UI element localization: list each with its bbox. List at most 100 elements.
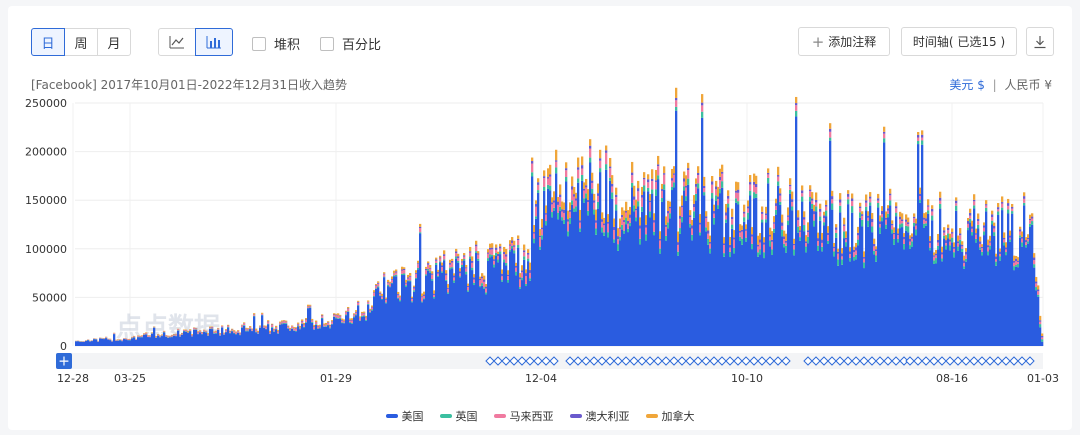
bar-segment — [299, 328, 302, 330]
legend-item[interactable]: 美国 — [385, 408, 424, 424]
add-note-button[interactable]: + 添加注释 — [798, 27, 890, 56]
bar-segment — [977, 224, 980, 229]
bar-segment — [399, 297, 402, 301]
bar-segment — [609, 166, 612, 169]
bar-segment — [981, 246, 984, 249]
bar-segment — [449, 264, 452, 268]
bar-segment — [867, 220, 870, 227]
bar-segment — [1033, 267, 1036, 346]
legend-item[interactable]: 马来西亚 — [493, 408, 554, 424]
bar-segment — [1015, 266, 1018, 346]
percent-checkbox[interactable]: 百分比 — [320, 34, 381, 53]
bar-segment — [503, 262, 506, 346]
timeline-button[interactable]: 时间轴( 已选15 ) — [901, 27, 1017, 56]
legend-item[interactable]: 加拿大 — [645, 408, 695, 424]
period-day-button[interactable]: 日 — [31, 28, 65, 56]
bar-segment — [225, 329, 228, 330]
bar-segment — [569, 217, 572, 225]
bar-segment — [663, 174, 666, 185]
download-button[interactable] — [1026, 27, 1054, 56]
bar-segment — [579, 209, 582, 221]
bar-segment — [801, 190, 804, 194]
bar-segment — [815, 202, 818, 207]
currency-usd[interactable]: 美元 $ — [949, 78, 985, 92]
bar-segment — [907, 224, 910, 227]
bar-segment — [987, 239, 990, 246]
bar-segment — [281, 321, 284, 323]
bar-segment — [567, 219, 570, 222]
bar-segment — [865, 200, 868, 203]
bar-segment — [703, 185, 706, 189]
stack-checkbox-box[interactable] — [252, 36, 266, 51]
legend-item[interactable]: 英国 — [439, 408, 478, 424]
bar-segment — [329, 325, 332, 327]
bar-segment — [375, 285, 378, 289]
bar-segment — [635, 217, 638, 222]
bar-segment — [337, 318, 340, 319]
bar-segment — [961, 246, 964, 249]
bar-segment — [697, 175, 700, 184]
bar-segment — [409, 272, 412, 276]
bar-segment — [677, 244, 680, 252]
bar-segment — [311, 322, 314, 346]
bar-segment — [547, 177, 550, 179]
bar-segment — [579, 220, 582, 223]
timeline-add-button[interactable] — [56, 353, 72, 369]
bar-segment — [285, 322, 288, 324]
bar-segment — [281, 320, 284, 322]
timeline-bar[interactable]: + — [56, 353, 1043, 370]
bar-segment — [851, 212, 854, 346]
bar-segment — [1015, 255, 1018, 259]
bar-segment — [765, 213, 768, 216]
bar-segment — [377, 287, 380, 346]
bar-segment — [533, 225, 536, 233]
bar-segment — [613, 229, 616, 240]
bar-segment — [841, 264, 844, 346]
bar-segment — [345, 314, 348, 316]
bar-segment — [1025, 237, 1028, 241]
timeline-marker[interactable] — [1025, 356, 1035, 366]
bar-segment — [849, 254, 852, 258]
bar-segment — [595, 209, 598, 221]
bar-segment — [1017, 257, 1020, 261]
bar-segment — [889, 195, 892, 201]
bar-segment — [233, 333, 236, 346]
bar-segment — [751, 243, 754, 250]
bar-segment — [403, 273, 406, 276]
percent-checkbox-box[interactable] — [320, 36, 334, 51]
bar-segment — [593, 200, 596, 203]
bar-segment — [599, 158, 602, 161]
bar-segment — [743, 211, 746, 214]
bar-segment — [683, 178, 686, 182]
plus-icon: + — [58, 354, 70, 370]
legend-item[interactable]: 澳大利亚 — [569, 408, 630, 424]
bar-segment — [841, 253, 844, 257]
timeline-marker[interactable] — [781, 356, 791, 366]
bar-segment — [191, 336, 194, 346]
bar-segment — [717, 196, 720, 199]
bar-segment — [993, 235, 996, 346]
bar-segment — [681, 195, 684, 206]
bar-segment — [553, 191, 556, 201]
bar-segment — [783, 236, 786, 239]
bar-segment — [549, 185, 552, 191]
bar-segment — [335, 317, 338, 319]
bar-segment — [353, 316, 356, 318]
bar-segment — [901, 219, 904, 221]
bar-segment — [971, 232, 974, 236]
bar-segment — [987, 255, 990, 346]
bar-segment — [333, 313, 336, 315]
stack-checkbox[interactable]: 堆积 — [252, 34, 300, 53]
bar-segment — [505, 262, 508, 266]
period-month-button[interactable]: 月 — [97, 28, 131, 56]
bar-segment — [437, 273, 440, 276]
bar-segment — [279, 323, 282, 325]
bar-segment — [325, 325, 328, 327]
bar-segment — [861, 211, 864, 215]
bar-chart-button[interactable] — [195, 28, 233, 56]
bar-segment — [1031, 213, 1034, 217]
timeline-marker[interactable] — [549, 356, 559, 366]
bar-segment — [657, 166, 660, 176]
bar-segment — [519, 273, 522, 278]
currency-cny[interactable]: 人民币 ¥ — [1004, 78, 1052, 92]
